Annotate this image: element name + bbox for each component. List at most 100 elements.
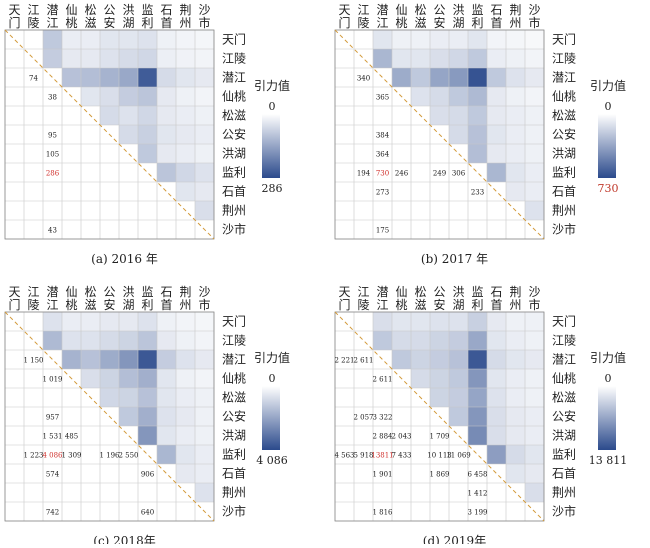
heat-cell (525, 201, 544, 220)
heat-cell (62, 331, 81, 350)
value-label: 1 223 (23, 452, 43, 460)
heat-cell (430, 30, 449, 49)
value-label: 246 (395, 170, 409, 178)
column-label: 门 (8, 15, 20, 30)
heat-cell (100, 30, 119, 49)
column-label: 滋 (84, 16, 96, 30)
row-label: 石首 (222, 185, 246, 199)
row-label: 天门 (552, 314, 576, 329)
value-label: 906 (141, 471, 155, 479)
row-label: 潜江 (552, 71, 576, 85)
column-label: 仙 (395, 3, 407, 17)
heat-cell (100, 106, 119, 125)
heat-cell (506, 369, 525, 388)
value-label: 2 611 (353, 357, 373, 365)
row-label: 仙桃 (552, 89, 576, 104)
column-label: 市 (198, 15, 210, 30)
column-label: 天 (338, 285, 350, 299)
heat-cell (525, 331, 544, 350)
heat-cell (119, 49, 138, 68)
heat-cell (506, 312, 525, 331)
column-label: 陵 (357, 16, 369, 30)
value-label: 1 196 (99, 452, 120, 460)
heat-cell (157, 87, 176, 106)
heat-cell (195, 30, 214, 49)
panel-caption: (a) 2016 年 (91, 252, 158, 266)
heat-cell (430, 331, 449, 350)
value-label: 730 (376, 170, 389, 178)
row-label: 天门 (552, 32, 576, 47)
column-label: 首 (490, 16, 502, 30)
heat-cell (195, 445, 214, 464)
value-label: 43 (48, 227, 57, 235)
panel-caption: (d) 2019年 (423, 534, 486, 544)
heat-cell (100, 369, 119, 388)
column-label: 松 (414, 285, 426, 299)
heat-cell (487, 68, 506, 87)
heatmap-panel-3: 天门江陵潜江仙桃松滋公安洪湖监利石首荆州沙市天门江陵潜江仙桃松滋公安洪湖监利石首… (334, 285, 627, 548)
heat-cell (176, 369, 195, 388)
row-label: 沙市 (552, 504, 576, 519)
heat-cell (487, 163, 506, 182)
heat-cell (138, 30, 157, 49)
column-label: 安 (433, 15, 445, 30)
column-label: 仙 (395, 285, 407, 299)
value-label: 2 057 (353, 414, 373, 422)
row-label: 松滋 (552, 109, 576, 123)
heat-cell (138, 106, 157, 125)
value-label: 306 (452, 170, 466, 178)
column-label: 监 (471, 285, 483, 299)
matrix-border (4, 29, 215, 240)
heat-cell (525, 407, 544, 426)
heat-cell (119, 369, 138, 388)
colorbar-title: 引力值 (254, 78, 290, 93)
column-label: 桃 (65, 15, 77, 30)
value-label: 4 563 (334, 452, 354, 460)
heat-cell (100, 49, 119, 68)
heat-cell (506, 331, 525, 350)
heat-cell (392, 30, 411, 49)
heat-cell (176, 426, 195, 445)
column-label: 沙 (198, 3, 210, 17)
heat-cell (119, 68, 138, 87)
column-label: 仙 (65, 3, 77, 17)
heat-cell (468, 331, 487, 350)
colorbar-max-label: 286 (262, 182, 283, 195)
row-label: 江陵 (552, 334, 576, 348)
colorbar-title: 引力值 (590, 350, 626, 365)
heat-cell (138, 68, 157, 87)
value-label: 485 (65, 433, 78, 441)
heat-cell (157, 331, 176, 350)
heat-cell (411, 49, 430, 68)
column-label: 公 (103, 285, 115, 299)
value-label: 11 069 (446, 452, 471, 460)
heat-cell (468, 426, 487, 445)
heat-cell (449, 49, 468, 68)
heat-cell (195, 201, 214, 220)
heat-cell (119, 312, 138, 331)
colorbar-max-label: 4 086 (256, 454, 288, 467)
heat-cell (100, 350, 119, 369)
heat-cell (525, 106, 544, 125)
colorbar-min-label: 0 (605, 372, 612, 385)
heat-cell (449, 87, 468, 106)
heat-cell (468, 30, 487, 49)
column-label: 公 (433, 3, 445, 17)
value-label: 194 (357, 170, 371, 178)
value-label: 175 (376, 227, 389, 235)
heat-cell (411, 369, 430, 388)
heat-cell (157, 163, 176, 182)
heat-cell (468, 350, 487, 369)
heat-cell (373, 312, 392, 331)
column-label: 江 (376, 298, 388, 312)
diagonal-line (334, 29, 545, 240)
column-label: 潜 (376, 3, 388, 17)
colorbar-title: 引力值 (254, 350, 290, 365)
column-label: 江 (46, 16, 58, 30)
heat-cell (176, 163, 195, 182)
value-label: 384 (376, 132, 390, 140)
heat-cell (176, 68, 195, 87)
heat-cell (506, 464, 525, 483)
value-label: 1 816 (372, 509, 393, 517)
heat-cell (525, 182, 544, 201)
